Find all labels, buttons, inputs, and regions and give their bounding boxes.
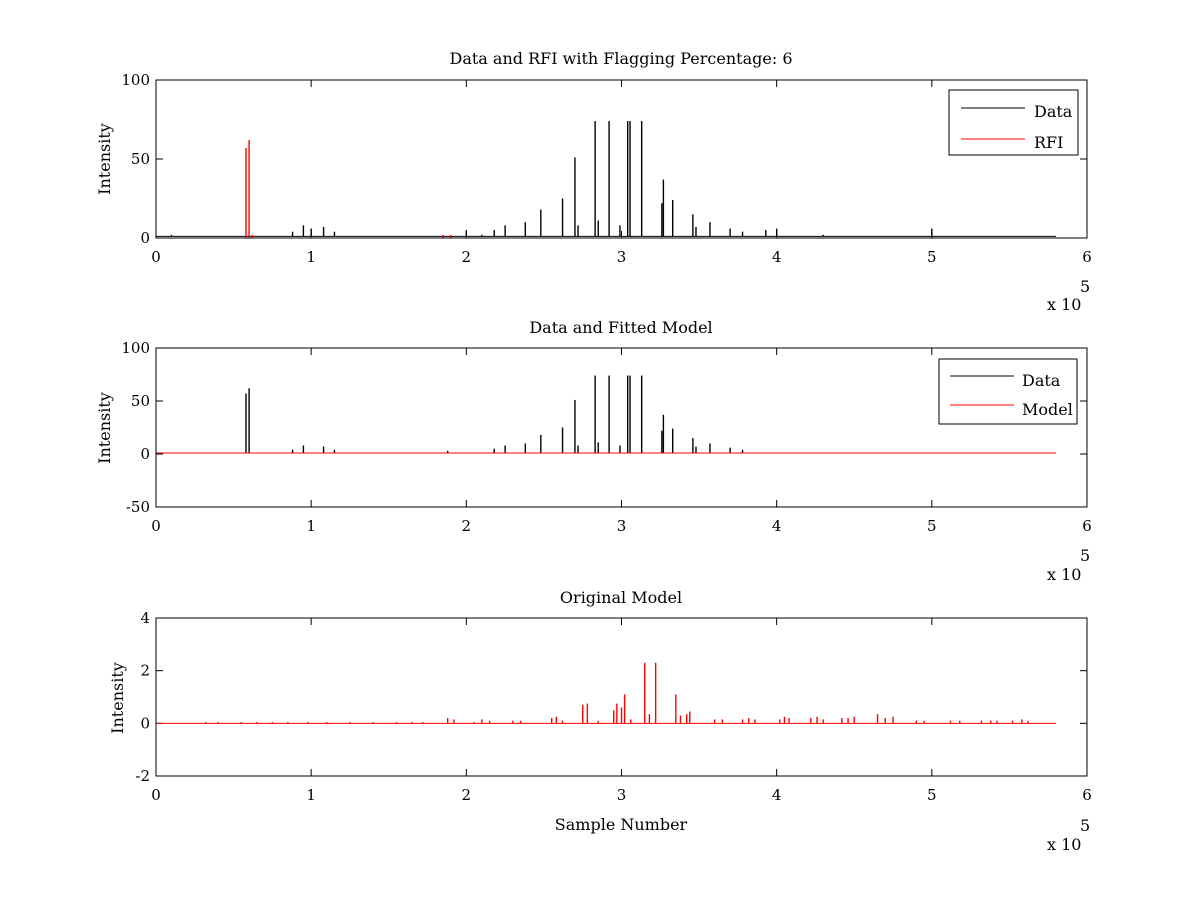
series-layer [156, 662, 1056, 724]
y-tick-label: 0 [140, 714, 150, 732]
x-tick-label: 6 [1082, 517, 1092, 535]
panel-fitted-model: Data and Fitted Model Intensity x 10 5 0… [95, 318, 1092, 584]
x-tick-label: 5 [927, 786, 937, 804]
x-tick-label: 2 [462, 248, 472, 266]
y-tick-label: 50 [131, 150, 150, 168]
x-exponent-label: x 10 [1047, 295, 1081, 314]
legend: Data RFI [948, 89, 1079, 156]
legend-box [938, 358, 1078, 425]
x-tick-label: 6 [1082, 786, 1092, 804]
y-axis-label: Intensity [95, 123, 114, 195]
legend-box [948, 89, 1079, 156]
plot-title: Data and Fitted Model [529, 318, 712, 337]
x-tick-label: 2 [462, 517, 472, 535]
legend-label-data: Data [1022, 371, 1061, 390]
x-tick-label: 2 [462, 786, 472, 804]
x-exponent-label: x 10 [1047, 565, 1081, 584]
x-tick-label: 0 [151, 517, 161, 535]
x-tick-label: 1 [306, 517, 316, 535]
panel-rfi: Data and RFI with Flagging Percentage: 6… [95, 49, 1092, 314]
legend-label-model: Model [1022, 400, 1073, 419]
y-tick-label: 4 [140, 609, 150, 627]
x-exponent-label: x 10 [1047, 835, 1081, 854]
y-tick-label: -50 [126, 498, 150, 516]
x-axis-label: Sample Number [555, 815, 688, 834]
x-exponent-power: 5 [1080, 546, 1090, 565]
panel-original-model: Original Model Intensity Sample Number x… [108, 588, 1092, 854]
plot-title: Original Model [560, 588, 682, 607]
x-tick-label: 1 [306, 248, 316, 266]
x-tick-label: 5 [927, 517, 937, 535]
x-tick-label: 3 [617, 517, 627, 535]
y-tick-label: 2 [140, 662, 150, 680]
y-ticks: 0 50 100 [121, 71, 1087, 247]
x-tick-label: 0 [151, 786, 161, 804]
x-tick-label: 3 [617, 248, 627, 266]
x-tick-label: 0 [151, 248, 161, 266]
legend-label-rfi: RFI [1034, 133, 1063, 152]
plot-area-frame [155, 617, 1088, 777]
y-axis-label: Intensity [95, 392, 114, 464]
plot-title: Data and RFI with Flagging Percentage: 6 [449, 49, 792, 68]
legend: Data Model [938, 358, 1078, 425]
y-tick-label: 100 [121, 339, 150, 357]
x-exponent-power: 5 [1080, 816, 1090, 835]
y-tick-label: 50 [131, 392, 150, 410]
y-tick-label: 0 [140, 445, 150, 463]
plot-area-frame [155, 347, 1088, 508]
y-tick-label: 0 [140, 229, 150, 247]
series-layer [156, 375, 1056, 454]
x-exponent-power: 5 [1080, 277, 1090, 296]
y-axis-label: Intensity [108, 662, 127, 734]
x-tick-label: 4 [772, 248, 782, 266]
x-tick-label: 3 [617, 786, 627, 804]
y-tick-label: 100 [121, 71, 150, 89]
legend-label-data: Data [1034, 102, 1073, 121]
x-tick-label: 4 [772, 786, 782, 804]
x-tick-label: 4 [772, 517, 782, 535]
y-tick-label: -2 [135, 767, 150, 785]
x-tick-label: 1 [306, 786, 316, 804]
x-tick-label: 6 [1082, 248, 1092, 266]
plot-area-frame [155, 79, 1088, 239]
x-tick-label: 5 [927, 248, 937, 266]
